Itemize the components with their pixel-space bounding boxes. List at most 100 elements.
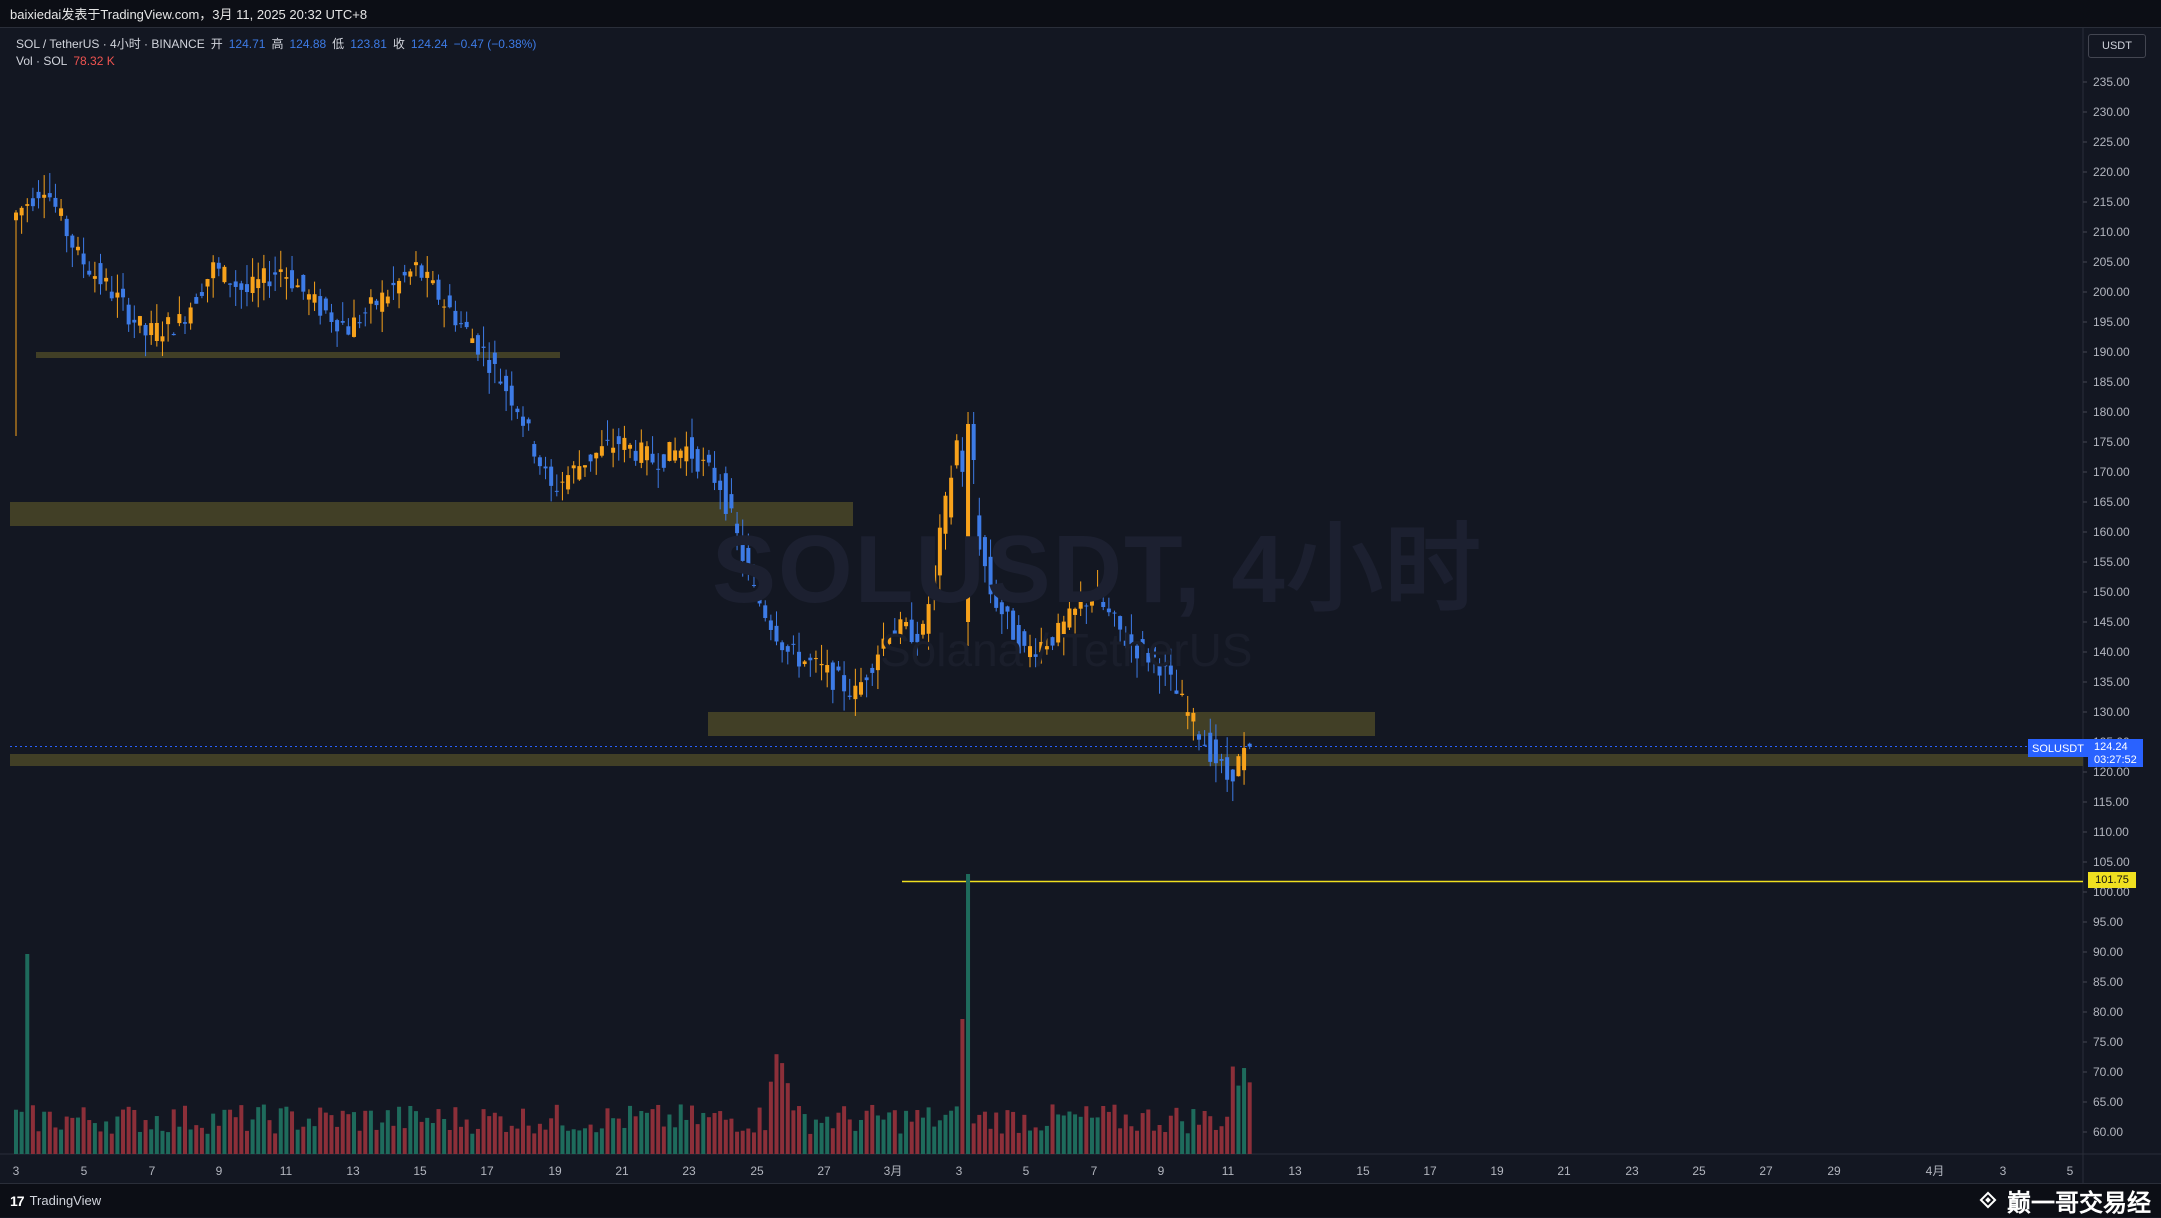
support-zone[interactable] xyxy=(708,712,1375,736)
candle-body[interactable] xyxy=(605,439,610,441)
candle-body[interactable] xyxy=(1061,621,1066,635)
candle-body[interactable] xyxy=(1112,612,1117,614)
candle-body[interactable] xyxy=(1123,640,1128,646)
candle-body[interactable] xyxy=(301,274,306,292)
candle-body[interactable] xyxy=(712,467,717,483)
candle-body[interactable] xyxy=(459,323,464,325)
candle-body[interactable] xyxy=(628,444,633,449)
candle-body[interactable] xyxy=(380,292,385,312)
candle-body[interactable] xyxy=(222,266,227,283)
candle-body[interactable] xyxy=(577,466,582,480)
candle-body[interactable] xyxy=(1236,756,1241,777)
candle-body[interactable] xyxy=(937,527,942,576)
legend-symbol-row[interactable]: SOL / TetherUS · 4小时 · BINANCE 开 124.71 … xyxy=(16,36,536,53)
candle-body[interactable] xyxy=(323,298,328,311)
legend-volume-label[interactable]: Vol · SOL xyxy=(16,54,68,68)
candle-body[interactable] xyxy=(346,326,351,335)
candle-body[interactable] xyxy=(757,592,762,604)
candle-body[interactable] xyxy=(419,265,424,278)
candle-body[interactable] xyxy=(425,271,430,278)
candle-body[interactable] xyxy=(109,291,114,299)
candle-body[interactable] xyxy=(751,584,756,586)
candle-body[interactable] xyxy=(1011,610,1016,640)
candle-body[interactable] xyxy=(408,271,413,277)
candle-body[interactable] xyxy=(30,198,35,207)
candle-body[interactable] xyxy=(306,294,311,300)
candle-body[interactable] xyxy=(881,638,886,649)
candle-body[interactable] xyxy=(256,279,261,289)
candle-body[interactable] xyxy=(14,212,18,221)
candle-body[interactable] xyxy=(464,321,469,328)
candle-body[interactable] xyxy=(695,449,700,472)
candle-body[interactable] xyxy=(470,338,475,343)
candle-body[interactable] xyxy=(154,322,159,341)
candle-body[interactable] xyxy=(566,475,571,490)
candle-body[interactable] xyxy=(1028,646,1032,658)
legend-symbol[interactable]: SOL / TetherUS · 4小时 · BINANCE xyxy=(16,37,205,51)
candle-body[interactable] xyxy=(312,294,317,303)
candle-body[interactable] xyxy=(819,663,824,666)
candle-body[interactable] xyxy=(47,193,52,198)
candle-body[interactable] xyxy=(1022,631,1027,646)
candle-body[interactable] xyxy=(723,473,728,514)
candle-body[interactable] xyxy=(971,424,976,460)
candle-body[interactable] xyxy=(1095,590,1100,592)
candle-body[interactable] xyxy=(729,494,734,509)
candle-body[interactable] xyxy=(847,695,852,697)
candle-body[interactable] xyxy=(892,630,897,635)
candle-body[interactable] xyxy=(932,565,937,595)
candle-body[interactable] xyxy=(205,279,210,287)
candle-body[interactable] xyxy=(475,335,480,355)
legend-volume-row[interactable]: Vol · SOL 78.32 K xyxy=(16,53,536,70)
candle-body[interactable] xyxy=(42,194,47,198)
candle-body[interactable] xyxy=(802,661,807,665)
candle-body[interactable] xyxy=(768,620,773,630)
candle-body[interactable] xyxy=(853,685,858,700)
candle-body[interactable] xyxy=(622,437,627,450)
candle-body[interactable] xyxy=(1219,759,1224,761)
candle-body[interactable] xyxy=(954,440,959,466)
candle-body[interactable] xyxy=(633,450,638,461)
candle-body[interactable] xyxy=(966,424,971,622)
candle-body[interactable] xyxy=(1073,608,1078,615)
candle-body[interactable] xyxy=(391,282,396,286)
chart-canvas[interactable]: 235.00 230.00 225.00 220.00 215.00 210.00 205.… xyxy=(0,28,2161,1183)
candle-body[interactable] xyxy=(735,523,740,534)
candle-body[interactable] xyxy=(149,323,154,336)
candle-body[interactable] xyxy=(188,307,193,324)
candle-body[interactable] xyxy=(166,317,171,325)
candle-body[interactable] xyxy=(368,297,373,304)
candle-body[interactable] xyxy=(1197,734,1201,740)
candle-body[interactable] xyxy=(64,218,69,237)
candle-body[interactable] xyxy=(859,682,863,695)
candle-body[interactable] xyxy=(115,292,120,298)
candle-body[interactable] xyxy=(244,284,249,293)
candle-body[interactable] xyxy=(920,623,925,635)
candle-body[interactable] xyxy=(273,272,278,275)
candle-body[interactable] xyxy=(329,312,334,322)
candle-body[interactable] xyxy=(1168,665,1173,675)
candle-body[interactable] xyxy=(650,453,655,463)
candle-body[interactable] xyxy=(1078,600,1083,609)
candle-body[interactable] xyxy=(183,322,187,324)
candle-body[interactable] xyxy=(498,381,503,384)
candle-body[interactable] xyxy=(515,408,520,413)
candle-body[interactable] xyxy=(875,654,880,671)
candle-body[interactable] xyxy=(121,288,126,298)
candle-body[interactable] xyxy=(1157,663,1162,676)
candle-body[interactable] xyxy=(746,547,751,569)
candle-body[interactable] xyxy=(75,246,80,251)
candle-body[interactable] xyxy=(842,675,847,692)
candle-body[interactable] xyxy=(960,450,965,472)
candle-body[interactable] xyxy=(661,454,666,468)
candle-body[interactable] xyxy=(363,312,368,314)
candle-body[interactable] xyxy=(1230,769,1235,782)
candle-body[interactable] xyxy=(1118,616,1123,630)
candle-body[interactable] xyxy=(1089,595,1094,606)
candle-body[interactable] xyxy=(53,197,58,207)
candle-body[interactable] xyxy=(177,314,182,324)
candle-body[interactable] xyxy=(104,277,109,282)
support-zone[interactable] xyxy=(10,754,2083,766)
candle-body[interactable] xyxy=(1185,712,1190,716)
candle-body[interactable] xyxy=(594,452,599,459)
